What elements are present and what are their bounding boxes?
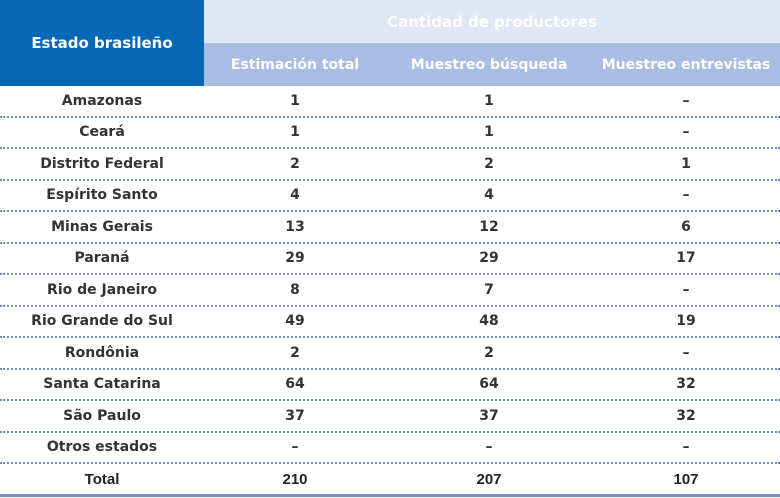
header-subcolumns: Estimación total Muestreo búsqueda Muest… bbox=[204, 43, 780, 86]
state-cell: Rio Grande do Sul bbox=[31, 313, 173, 330]
state-cell: Rondônia bbox=[64, 344, 140, 361]
state-cell: Minas Gerais bbox=[51, 218, 153, 235]
table-row: Espírito Santo 4 4 – bbox=[0, 181, 780, 212]
state-cell: São Paulo bbox=[63, 407, 141, 424]
busqueda-cell: 4 bbox=[484, 187, 494, 204]
estimacion-cell: 2 bbox=[290, 344, 300, 361]
state-cell: Otros estados bbox=[46, 439, 158, 456]
table-row: Rio Grande do Sul 49 48 19 bbox=[0, 307, 780, 338]
header-state: Estado brasileño bbox=[0, 0, 204, 86]
state-cell: Rio de Janeiro bbox=[47, 281, 157, 298]
state-cell: Santa Catarina bbox=[43, 376, 161, 393]
busqueda-cell: 2 bbox=[484, 344, 494, 361]
table-row: Ceará 1 1 – bbox=[0, 118, 780, 149]
estimacion-cell: 8 bbox=[290, 281, 300, 298]
entrevistas-cell: 1 bbox=[681, 155, 691, 172]
estimacion-cell: 2 bbox=[290, 155, 300, 172]
table-row: Rondônia 2 2 – bbox=[0, 338, 780, 370]
estimacion-cell: 64 bbox=[285, 376, 305, 393]
table-row: Minas Gerais 13 12 6 bbox=[0, 212, 780, 244]
table-header: Estado brasileño Cantidad de productores… bbox=[0, 0, 780, 86]
table-row: Otros estados – – – bbox=[0, 433, 780, 464]
busqueda-cell: 64 bbox=[479, 376, 499, 393]
estimacion-cell: 4 bbox=[290, 187, 300, 204]
busqueda-cell: 2 bbox=[484, 155, 494, 172]
busqueda-cell: 48 bbox=[479, 313, 499, 330]
table-row: Amazonas 1 1 – bbox=[0, 86, 780, 118]
header-group: Cantidad de productores bbox=[204, 0, 780, 43]
table-row: Santa Catarina 64 64 32 bbox=[0, 370, 780, 401]
estimacion-cell: 49 bbox=[285, 313, 305, 330]
entrevistas-cell: – bbox=[682, 124, 690, 141]
estimacion-cell: 29 bbox=[285, 250, 305, 267]
busqueda-cell: 1 bbox=[484, 92, 494, 109]
estimacion-cell: 210 bbox=[282, 470, 308, 488]
header-busqueda: Muestreo búsqueda bbox=[410, 56, 568, 73]
total-row: Total 210 207 107 bbox=[0, 464, 780, 497]
entrevistas-cell: – bbox=[682, 92, 690, 109]
entrevistas-cell: – bbox=[682, 344, 690, 361]
table-row: Distrito Federal 2 2 1 bbox=[0, 149, 780, 181]
estimacion-cell: 1 bbox=[290, 92, 300, 109]
state-cell: Distrito Federal bbox=[40, 155, 164, 172]
state-cell: Paraná bbox=[74, 250, 130, 267]
entrevistas-cell: 17 bbox=[676, 250, 696, 267]
header-estimacion: Estimación total bbox=[230, 56, 360, 73]
busqueda-cell: 1 bbox=[484, 124, 494, 141]
state-cell: Amazonas bbox=[61, 92, 143, 109]
estimacion-cell: 37 bbox=[285, 407, 305, 424]
entrevistas-cell: 107 bbox=[673, 470, 699, 488]
table-body: Amazonas 1 1 – Ceará 1 1 – Distrito Federal 2 2 1 Es… bbox=[0, 86, 780, 497]
state-cell: Total bbox=[84, 470, 120, 488]
busqueda-cell: 12 bbox=[479, 218, 499, 235]
state-cell: Espírito Santo bbox=[46, 187, 158, 204]
entrevistas-cell: – bbox=[682, 281, 690, 298]
estimacion-cell: 1 bbox=[290, 124, 300, 141]
entrevistas-cell: 6 bbox=[681, 218, 691, 235]
busqueda-cell: 29 bbox=[479, 250, 499, 267]
busqueda-cell: 207 bbox=[476, 470, 502, 488]
header-entrevistas: Muestreo entrevistas bbox=[601, 56, 771, 73]
estimacion-cell: 13 bbox=[285, 218, 305, 235]
table-row: Rio de Janeiro 8 7 – bbox=[0, 275, 780, 307]
table-row: São Paulo 37 37 32 bbox=[0, 401, 780, 433]
busqueda-cell: 37 bbox=[479, 407, 499, 424]
state-cell: Ceará bbox=[79, 124, 125, 141]
busqueda-cell: 7 bbox=[484, 281, 494, 298]
estimacion-cell: – bbox=[291, 439, 299, 456]
table-row: Paraná 29 29 17 bbox=[0, 244, 780, 275]
entrevistas-cell: – bbox=[682, 187, 690, 204]
entrevistas-cell: 32 bbox=[676, 407, 696, 424]
entrevistas-cell: 32 bbox=[676, 376, 696, 393]
entrevistas-cell: 19 bbox=[676, 313, 696, 330]
entrevistas-cell: – bbox=[682, 439, 690, 456]
busqueda-cell: – bbox=[485, 439, 493, 456]
